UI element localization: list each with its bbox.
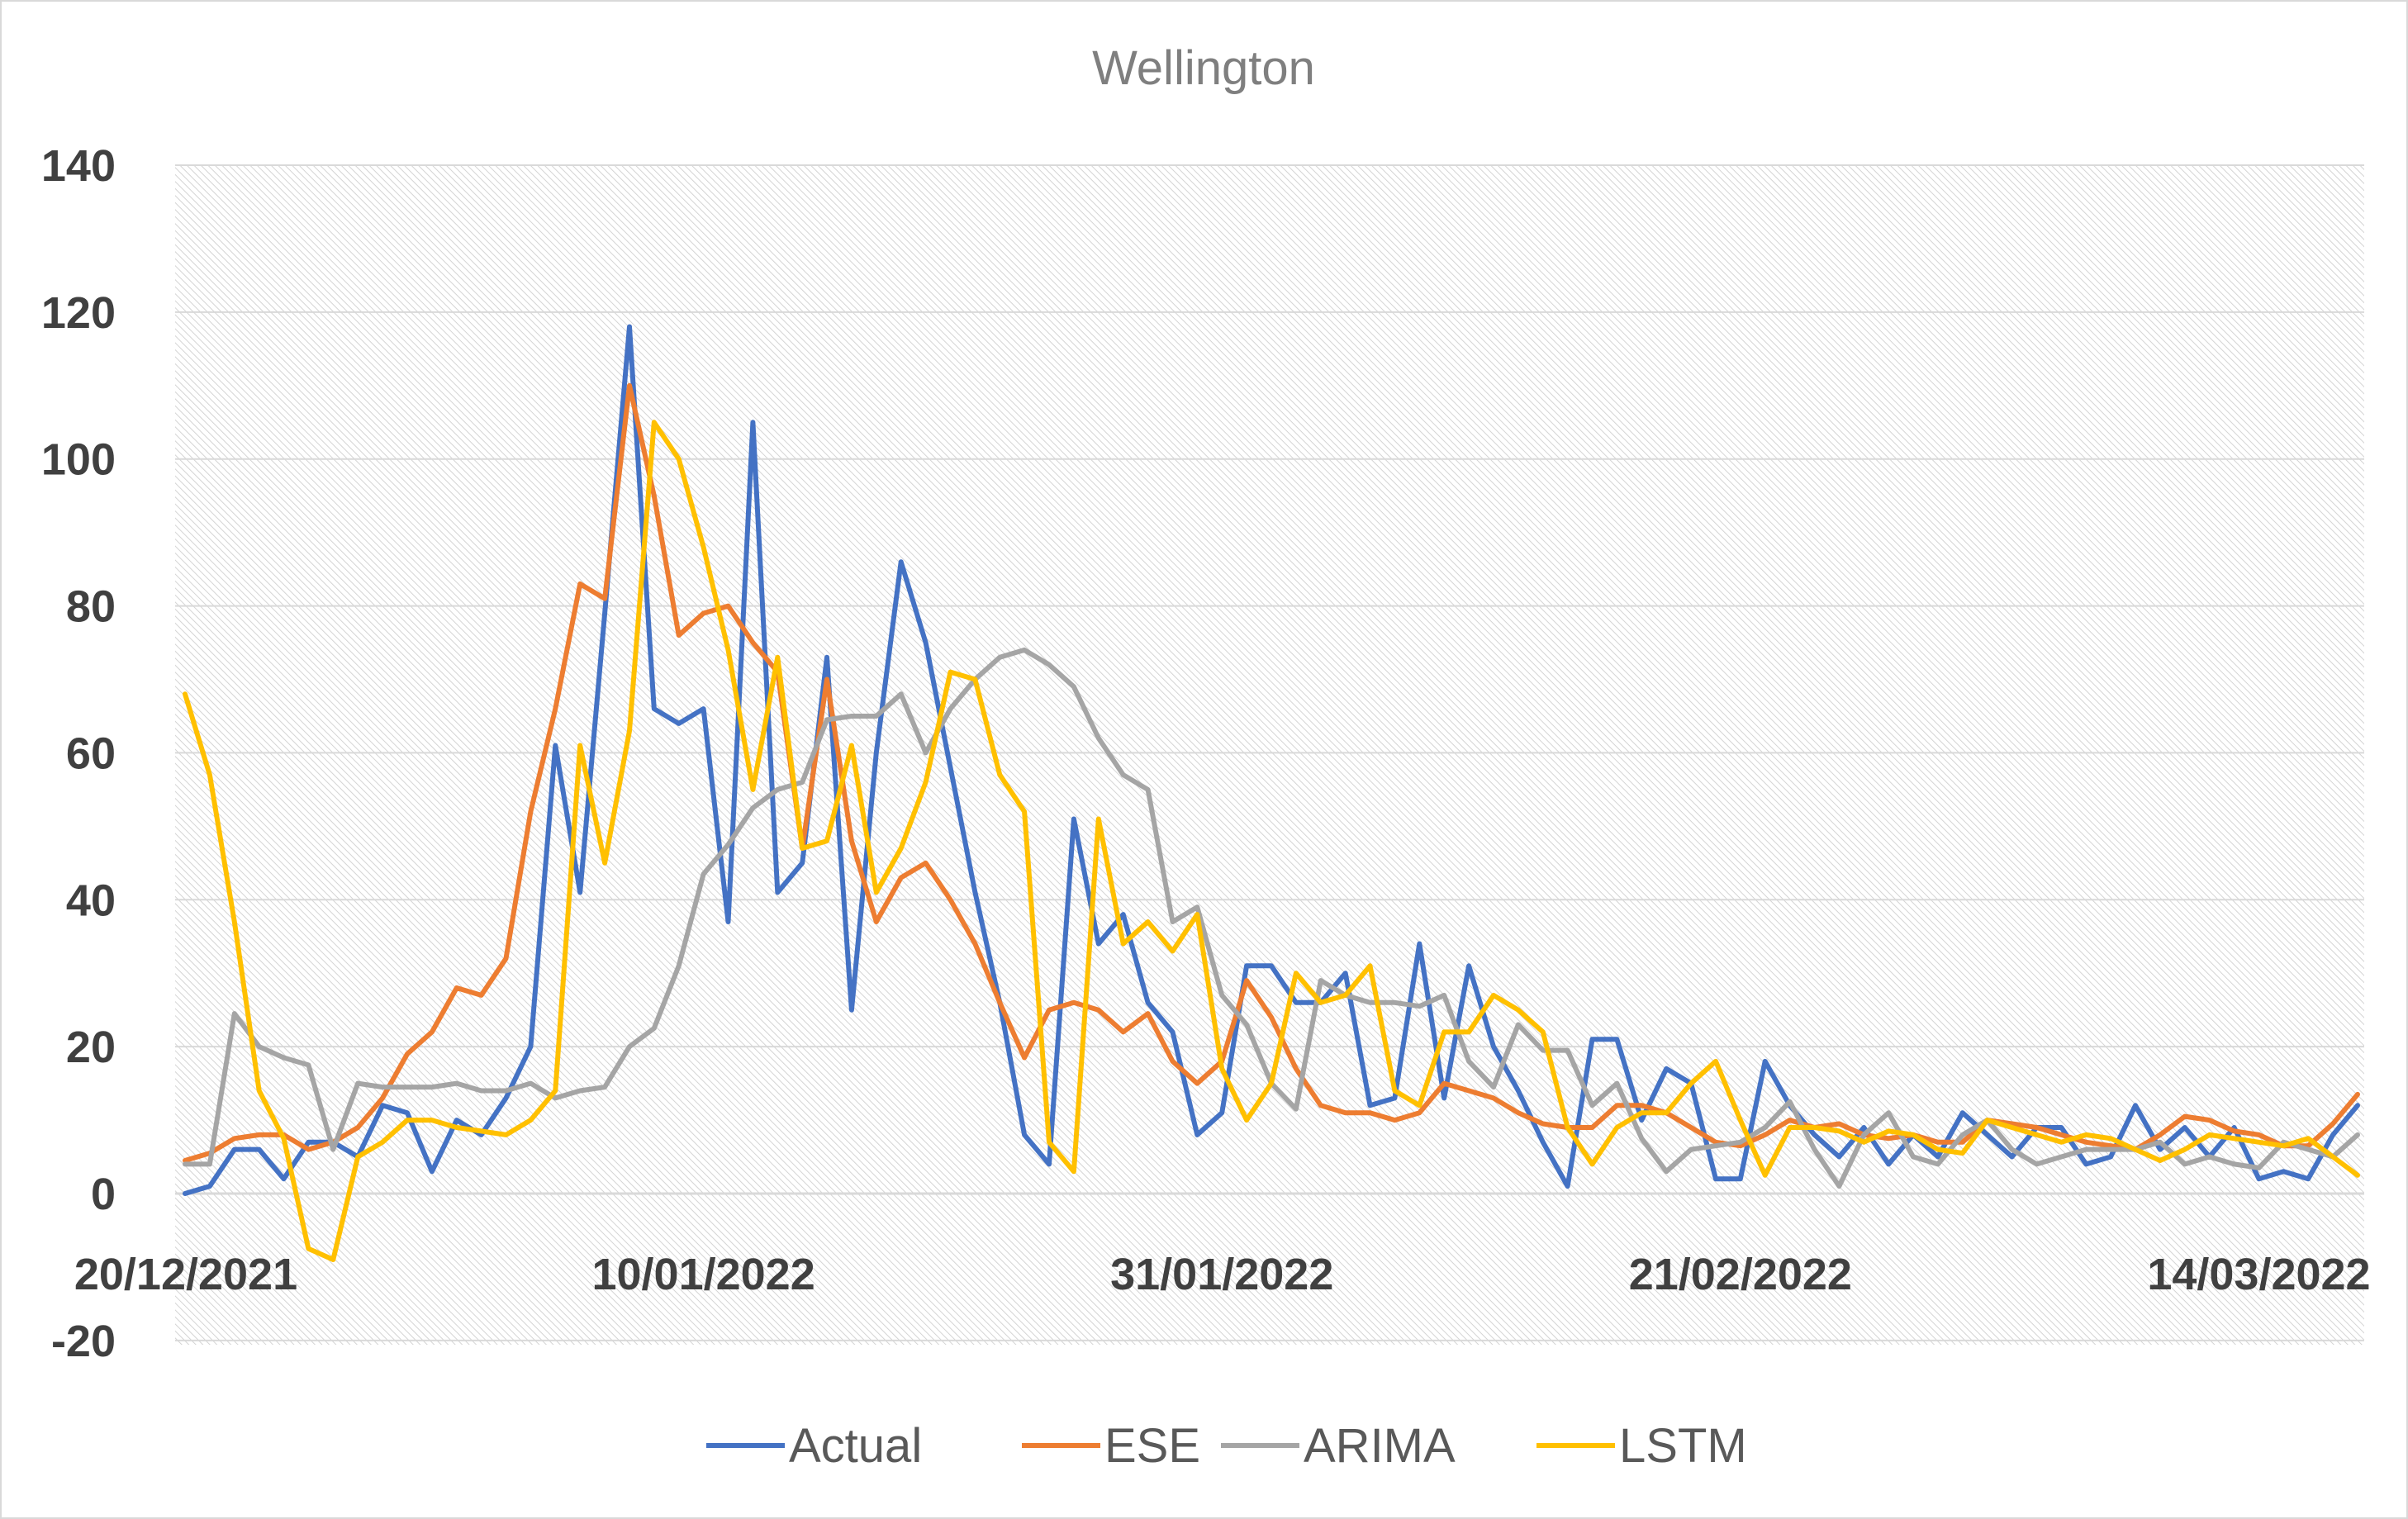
x-tick-label: 31/01/2022 <box>1110 1250 1333 1299</box>
x-axis-labels: 20/12/2021 10/01/2022 31/01/2022 21/02/2022… <box>74 1250 2371 1299</box>
legend-label-lstm: LSTM <box>1619 1419 1747 1473</box>
x-tick-label: 21/02/2022 <box>1629 1250 1852 1299</box>
y-tick-label: 40 <box>66 876 116 925</box>
y-tick-label: 140 <box>41 141 116 191</box>
x-tick-label: 10/01/2022 <box>591 1250 815 1299</box>
legend-label-actual: Actual <box>789 1419 922 1473</box>
plot-area <box>175 165 2364 1345</box>
y-tick-label: 120 <box>41 288 116 338</box>
chart-title: Wellington <box>1092 41 1315 95</box>
y-tick-label: 80 <box>66 582 116 632</box>
x-tick-label: 20/12/2021 <box>74 1250 297 1299</box>
series-lines <box>183 324 2360 1262</box>
legend-label-arima: ARIMA <box>1304 1419 1456 1473</box>
y-tick-label: 60 <box>66 729 116 778</box>
legend-label-ese: ESE <box>1104 1419 1200 1473</box>
y-axis-labels: -20 0 20 40 60 80 100 120 140 <box>41 141 116 1366</box>
gridlines <box>175 164 2364 1341</box>
legend: Actual ESE ARIMA LSTM <box>706 1419 1747 1473</box>
y-tick-label: -20 <box>51 1317 116 1366</box>
y-tick-label: 0 <box>91 1170 116 1219</box>
x-tick-label: 14/03/2022 <box>2147 1250 2370 1299</box>
series-line-lstm <box>183 420 2360 1262</box>
y-tick-label: 100 <box>41 435 116 485</box>
y-tick-label: 20 <box>66 1023 116 1072</box>
series-line-actual <box>183 324 2360 1196</box>
